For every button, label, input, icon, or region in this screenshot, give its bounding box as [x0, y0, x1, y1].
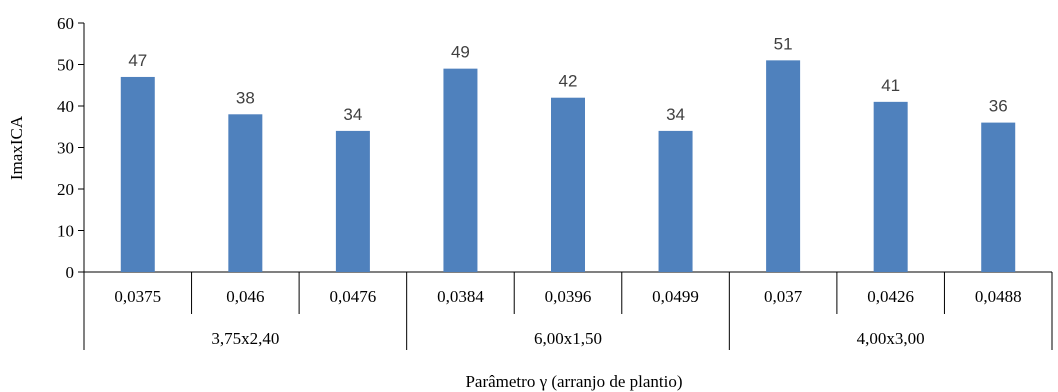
x-group-label: 3,75x2,40 [211, 329, 279, 348]
x-category-label: 0,0375 [114, 287, 161, 306]
x-category-label: 0,0499 [652, 287, 699, 306]
bar [981, 122, 1016, 272]
data-label: 34 [343, 105, 362, 124]
x-group-label: 4,00x3,00 [857, 329, 925, 348]
y-tick-label: 20 [57, 180, 74, 199]
bar [551, 97, 585, 272]
x-category-label: 0,0476 [330, 287, 377, 306]
data-label: 51 [774, 34, 793, 53]
data-label: 49 [451, 43, 470, 62]
x-category-label: 0,046 [226, 287, 264, 306]
y-tick-label: 10 [57, 222, 74, 241]
bar [120, 76, 155, 272]
data-label: 47 [128, 51, 147, 70]
x-axis-title: Parâmetro γ (arranjo de plantio) [465, 372, 682, 391]
bar [658, 130, 693, 272]
x-category-label: 0,0488 [975, 287, 1022, 306]
data-label: 42 [559, 72, 578, 91]
x-category-label: 0,0384 [437, 287, 484, 306]
data-label: 38 [236, 88, 255, 107]
x-category-label: 0,0396 [545, 287, 592, 306]
x-category-label: 0,0426 [867, 287, 914, 306]
bar [766, 60, 801, 272]
y-tick-label: 60 [57, 14, 74, 33]
data-label: 34 [666, 105, 685, 124]
x-group-label: 6,00x1,50 [534, 329, 602, 348]
y-tick-label: 50 [57, 56, 74, 75]
bar [228, 114, 263, 272]
bar [443, 68, 478, 273]
data-label: 36 [989, 97, 1008, 116]
y-tick-label: 30 [57, 139, 74, 158]
y-axis-title: ImaxICA [7, 115, 26, 180]
y-tick-label: 40 [57, 97, 74, 116]
y-tick-label: 0 [66, 263, 75, 282]
data-label: 41 [881, 76, 900, 95]
plot-area: 0 10 20 30 40 50 60 47 0,0375 38 0,046 34 0,0476 49 0,… [57, 14, 1053, 350]
bar [335, 130, 370, 272]
x-category-label: 0,037 [764, 287, 803, 306]
bar [873, 101, 908, 272]
